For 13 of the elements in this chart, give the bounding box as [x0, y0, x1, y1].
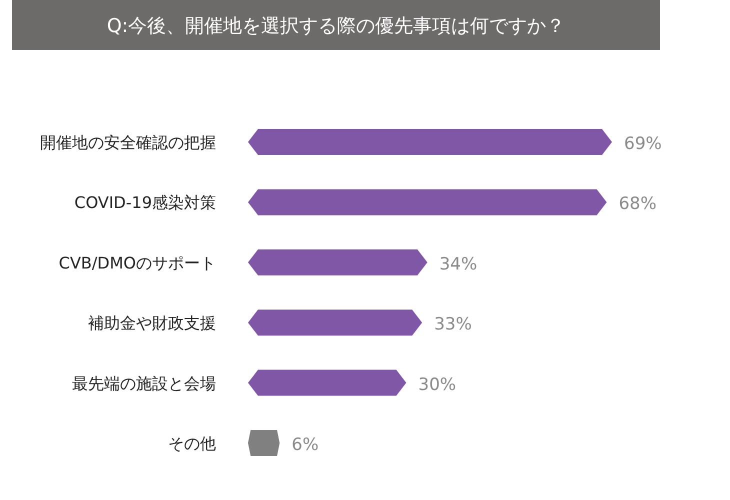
data-label: 68% [618, 194, 657, 214]
chart-title: Q:今後、開催地を選択する際の優先事項は何ですか？ [106, 15, 566, 37]
y-tick-label: COVID-19感染対策 [74, 193, 216, 212]
data-label: 30% [418, 374, 456, 395]
data-label: 69% [624, 134, 662, 154]
y-tick-label: CVB/DMOのサポート [58, 253, 216, 272]
y-tick-label: 最先端の施設と会場 [72, 374, 216, 393]
data-label: 34% [439, 254, 478, 274]
y-tick-label: その他 [168, 434, 216, 453]
data-label: 6% [292, 435, 319, 455]
y-tick-label: 開催地の安全確認の把握 [40, 133, 216, 152]
data-label: 33% [434, 314, 472, 335]
y-tick-label: 補助金や財政支援 [88, 314, 216, 333]
